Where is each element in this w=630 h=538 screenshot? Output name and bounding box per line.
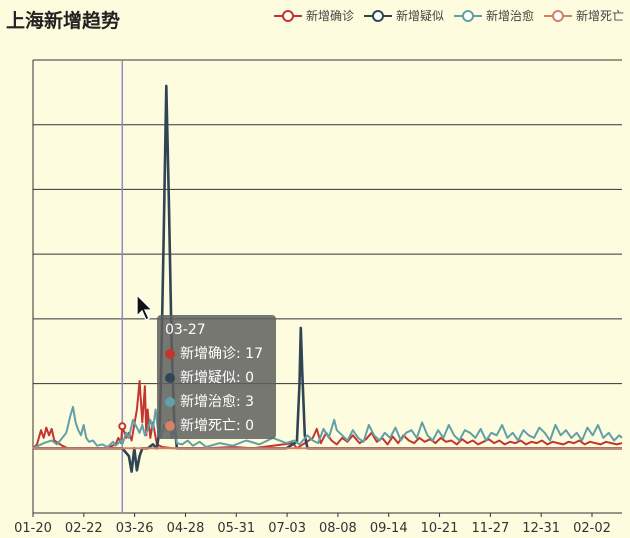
series-lines xyxy=(32,84,623,473)
legend-swatch-icon xyxy=(363,9,392,22)
legend-label: 新增死亡 xyxy=(575,9,624,23)
legend-swatch-icon xyxy=(543,9,572,22)
series-dot-icon xyxy=(165,349,175,359)
grid-lines xyxy=(33,59,622,514)
series-line-2 xyxy=(32,405,623,450)
tooltip-row-cured: 新增治愈: 3 xyxy=(165,390,268,414)
x-tick-label: 02-22 xyxy=(65,521,103,536)
axes xyxy=(32,60,622,514)
x-tick-labels: 01-20 02-22 03-26 04-28 05-31 07-03 08-08 09-14… xyxy=(14,513,611,536)
tooltip-row-suspected: 新增疑似: 0 xyxy=(165,366,268,390)
tooltip-row-confirmed: 新增确诊: 17 xyxy=(165,342,268,366)
x-tick-label: 11-27 xyxy=(471,521,509,536)
x-tick-label: 07-03 xyxy=(268,521,306,536)
series-dot-icon xyxy=(165,421,175,431)
highlight-point xyxy=(118,422,127,431)
x-tick-label: 02-02 xyxy=(573,521,611,536)
x-tick-label: 12-31 xyxy=(522,521,560,536)
series-line-1 xyxy=(33,84,622,473)
legend: 新增确诊 新增疑似 新增治愈 新增死亡 xyxy=(273,7,624,24)
series-dot-icon xyxy=(165,397,175,407)
x-tick-label: 04-28 xyxy=(167,521,205,536)
x-tick-label: 05-31 xyxy=(217,521,255,536)
x-tick-label: 10-21 xyxy=(421,521,459,536)
mouse-pointer-icon xyxy=(136,294,154,321)
legend-label: 新增治愈 xyxy=(485,9,534,23)
x-tick-label: 03-26 xyxy=(116,521,154,536)
x-tick-label: 08-08 xyxy=(319,521,357,536)
legend-item-cured[interactable]: 新增治愈 xyxy=(453,7,534,24)
legend-label: 新增确诊 xyxy=(305,9,354,23)
x-tick-label: 01-20 xyxy=(14,521,52,536)
tooltip-value: 新增治愈: 3 xyxy=(180,394,255,410)
x-tick-label: 09-14 xyxy=(370,521,408,536)
tooltip-value: 新增死亡: 0 xyxy=(180,418,255,434)
tooltip-row-dead: 新增死亡: 0 xyxy=(165,414,268,438)
tooltip: 03-27 新增确诊: 17 新增疑似: 0 新增治愈: 3 新增死亡: 0 xyxy=(157,315,276,439)
tooltip-date: 03-27 xyxy=(165,322,206,338)
legend-item-dead[interactable]: 新增死亡 xyxy=(543,7,624,24)
legend-item-confirmed[interactable]: 新增确诊 xyxy=(273,7,354,24)
tooltip-value: 新增疑似: 0 xyxy=(180,370,255,386)
legend-swatch-icon xyxy=(273,9,302,22)
legend-swatch-icon xyxy=(453,9,482,22)
legend-item-suspected[interactable]: 新增疑似 xyxy=(363,7,444,24)
chart-title: 上海新增趋势 xyxy=(6,10,121,32)
legend-label: 新增疑似 xyxy=(395,9,444,23)
tooltip-value: 新增确诊: 17 xyxy=(180,346,263,362)
series-dot-icon xyxy=(165,373,175,383)
